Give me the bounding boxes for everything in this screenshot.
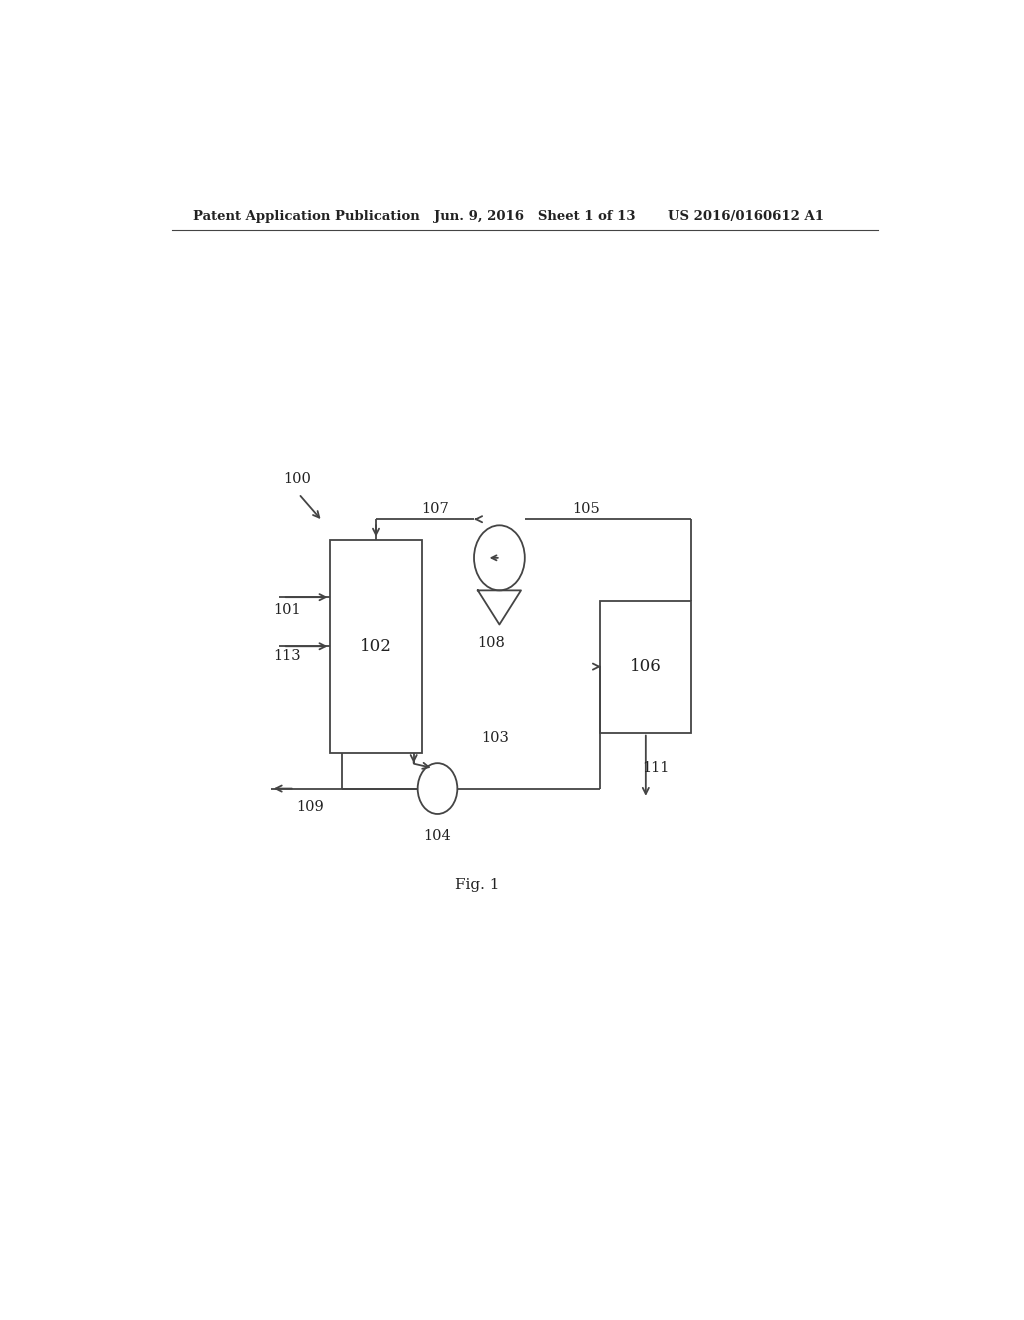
Text: Jun. 9, 2016   Sheet 1 of 13: Jun. 9, 2016 Sheet 1 of 13 (433, 210, 635, 223)
Text: 103: 103 (481, 731, 509, 744)
Bar (600, 601, 691, 733)
Text: Fig. 1: Fig. 1 (455, 878, 500, 892)
Text: 105: 105 (572, 502, 600, 516)
Text: 107: 107 (422, 502, 450, 516)
Text: US 2016/0160612 A1: US 2016/0160612 A1 (668, 210, 823, 223)
Bar (331, 540, 422, 752)
Text: 108: 108 (477, 636, 506, 649)
Text: 113: 113 (273, 649, 301, 664)
Text: 111: 111 (642, 762, 670, 775)
Text: Patent Application Publication: Patent Application Publication (194, 210, 420, 223)
Text: 106: 106 (630, 659, 662, 675)
Text: 100: 100 (283, 471, 310, 486)
Text: 109: 109 (296, 800, 324, 814)
Text: 104: 104 (424, 829, 452, 843)
Text: 101: 101 (273, 603, 301, 616)
Text: 102: 102 (360, 638, 392, 655)
